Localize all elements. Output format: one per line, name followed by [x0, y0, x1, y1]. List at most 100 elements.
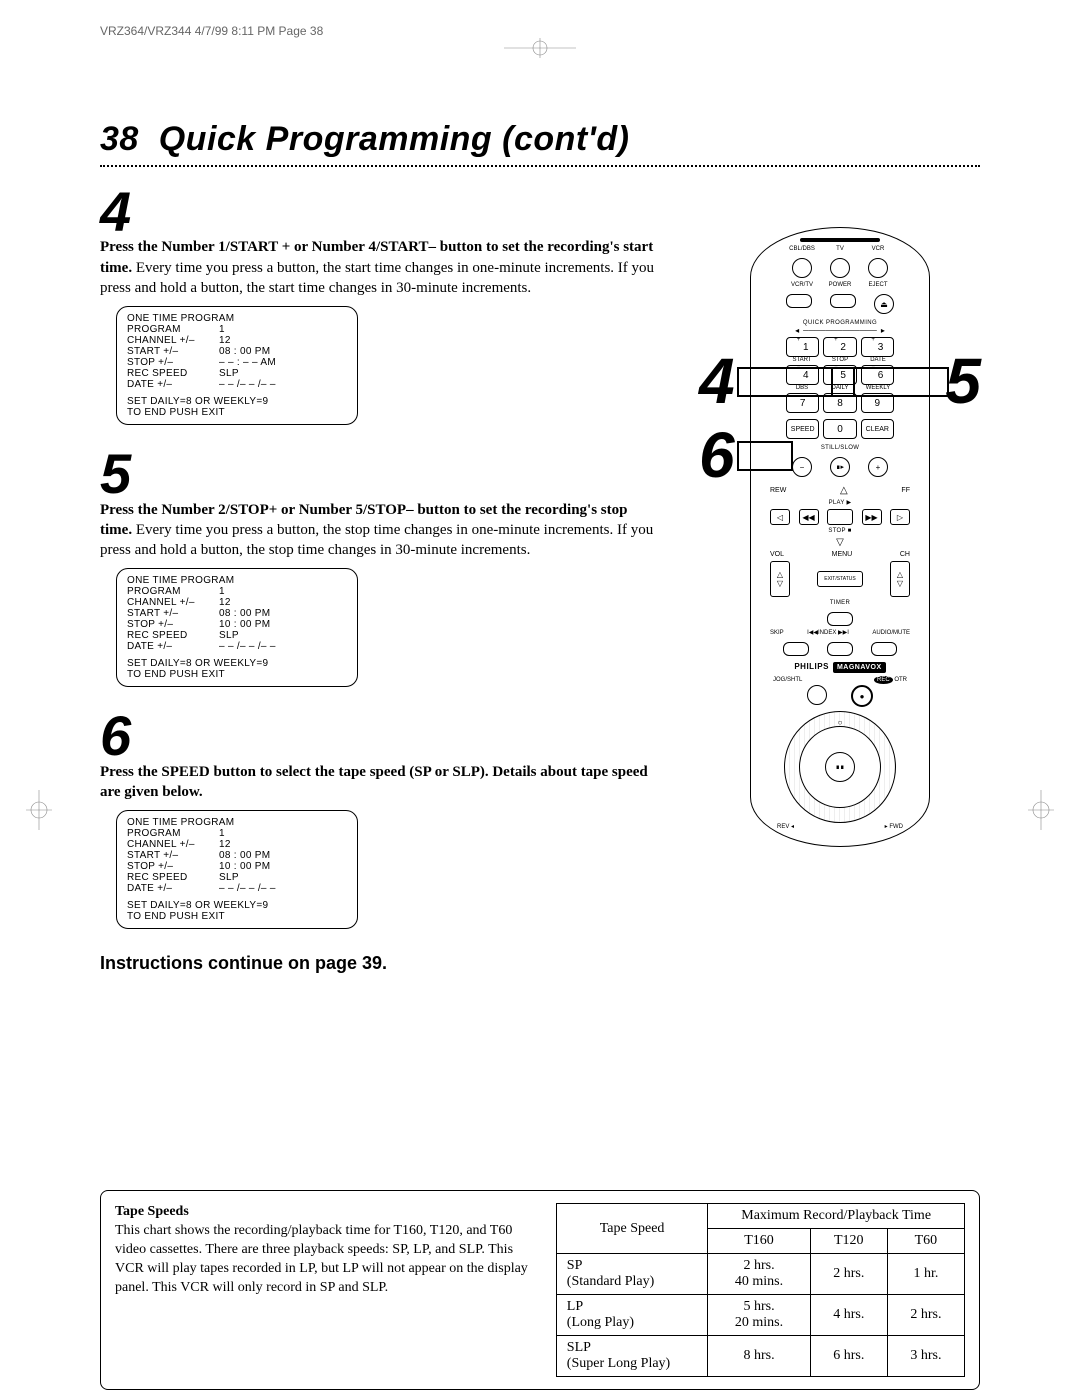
osd-date: – – /– – /– – — [219, 883, 347, 894]
rev-label: REV ◂ — [777, 823, 794, 830]
osd-6: ONE TIME PROGRAM PROGRAM1 CHANNEL +/–12 … — [116, 810, 358, 929]
remote-label-cbldbs: CBL/DBS — [787, 246, 817, 252]
osd-foot2: TO END PUSH EXIT — [127, 407, 347, 418]
table-cell: 3 hrs. — [887, 1336, 964, 1377]
index-button[interactable] — [827, 642, 853, 656]
rew-button[interactable]: ◁ — [770, 509, 790, 525]
jog-wheel[interactable]: ∎∎ ○ — [784, 711, 896, 823]
step-5-text: Press the Number 2/STOP+ or Number 5/STO… — [100, 500, 660, 561]
th-tapespeed: Tape Speed — [556, 1204, 708, 1254]
table-cell: 4 hrs. — [810, 1295, 887, 1336]
remote-top-labels: CBL/DBS TV VCR — [751, 246, 929, 252]
title-number: 38 — [100, 120, 139, 158]
key-1[interactable]: + 1 — [786, 337, 819, 357]
jog-button[interactable] — [807, 685, 827, 705]
osd-program: 1 — [219, 828, 347, 839]
remote-label-vcrtv: VCR/TV — [787, 282, 817, 288]
play-label: PLAY ▶ — [770, 499, 910, 506]
step-4-rest: Every time you press a button, the start… — [100, 260, 654, 296]
osd-foot1: SET DAILY=8 OR WEEKLY=9 — [127, 396, 347, 407]
up-icon — [840, 485, 848, 496]
otr-label: OTR — [894, 677, 907, 683]
th-t120: T120 — [810, 1229, 887, 1254]
ffwd-button[interactable]: ▶▶ — [862, 509, 882, 525]
rewind-button[interactable]: ◀◀ — [799, 509, 819, 525]
osd-date: – – /– – /– – — [219, 641, 347, 652]
table-row-speed: LP(Long Play) — [556, 1295, 708, 1336]
osd-start: 08 : 00 PM — [219, 850, 347, 861]
osd-5: ONE TIME PROGRAM PROGRAM1 CHANNEL +/–12 … — [116, 568, 358, 687]
callout-box-6 — [737, 441, 793, 471]
down-icon — [836, 537, 844, 548]
osd-4: ONE TIME PROGRAM PROGRAM1 CHANNEL +/–12 … — [116, 306, 358, 425]
key-speed[interactable]: SPEED — [786, 419, 819, 439]
osd-foot2: TO END PUSH EXIT — [127, 911, 347, 922]
osd-rec: SLP — [219, 630, 347, 641]
index-label: I◀◀INDEX ▶▶I — [807, 629, 849, 636]
osd-title: ONE TIME PROGRAM — [127, 313, 347, 324]
osd-channel: 12 — [219, 597, 347, 608]
key-clear[interactable]: CLEAR — [861, 419, 894, 439]
osd-date: – – /– – /– – — [219, 379, 347, 390]
timer-label: TIMER — [770, 600, 910, 606]
skip-button[interactable] — [783, 642, 809, 656]
remote-label-power: POWER — [825, 282, 855, 288]
osd-channel: 12 — [219, 839, 347, 850]
th-t160: T160 — [708, 1229, 810, 1254]
skip-label: SKIP — [770, 630, 784, 636]
callout-6: 6 — [699, 423, 735, 487]
play-button[interactable] — [827, 509, 853, 525]
power-button[interactable] — [830, 294, 856, 308]
ch-label: CH — [900, 551, 910, 558]
cbl-button[interactable] — [792, 258, 812, 278]
tv-button[interactable] — [830, 258, 850, 278]
audio-label: AUDIO/MUTE — [872, 630, 910, 636]
timer-button[interactable] — [827, 612, 853, 626]
osd-foot1: SET DAILY=8 OR WEEKLY=9 — [127, 658, 347, 669]
eject-button[interactable]: ⏏ — [874, 294, 894, 314]
remote-illustration: 4 5 6 CBL/DBS TV VCR — [705, 187, 975, 847]
still-pause-button[interactable]: ∎▸ — [830, 457, 850, 477]
table-row-speed: SLP(Super Long Play) — [556, 1336, 708, 1377]
vcr-button[interactable] — [868, 258, 888, 278]
table-cell: 8 hrs. — [708, 1336, 810, 1377]
rec-button[interactable]: ● — [851, 685, 873, 707]
print-header: VRZ364/VRZ344 4/7/99 8:11 PM Page 38 — [100, 24, 323, 38]
audio-button[interactable] — [871, 642, 897, 656]
vcrtv-button[interactable] — [786, 294, 812, 308]
step-6-bold: Press the SPEED button to select the tap… — [100, 764, 648, 800]
step-number-6: 6 — [100, 711, 660, 761]
osd-rec: SLP — [219, 872, 347, 883]
ch-rocker[interactable]: △▽ — [890, 561, 910, 597]
key-2[interactable]: + 2 — [823, 337, 856, 357]
key-3[interactable]: + 3 — [861, 337, 894, 357]
ff-button[interactable]: ▷ — [890, 509, 910, 525]
still-back-button[interactable]: − — [792, 457, 812, 477]
vol-label: VOL — [770, 551, 784, 558]
osd-foot2: TO END PUSH EXIT — [127, 669, 347, 680]
osd-foot1: SET DAILY=8 OR WEEKLY=9 — [127, 900, 347, 911]
table-cell: 2 hrs.40 mins. — [708, 1254, 810, 1295]
step-4-text: Press the Number 1/START + or Number 4/S… — [100, 237, 660, 298]
osd-start: 08 : 00 PM — [219, 608, 347, 619]
table-cell: 1 hr. — [887, 1254, 964, 1295]
continue-text: Instructions continue on page 39. — [100, 953, 660, 974]
key-0[interactable]: 0 — [823, 419, 856, 439]
step-number-5: 5 — [100, 449, 660, 499]
remote-label-vcr: VCR — [863, 246, 893, 252]
tapebox-heading: Tape Speeds — [115, 1204, 189, 1219]
fwd-label: ▸ FWD — [885, 823, 903, 830]
tapebox-desc: This chart shows the recording/playback … — [115, 1223, 528, 1295]
th-maxtime: Maximum Record/Playback Time — [708, 1204, 965, 1229]
still-fwd-button[interactable]: + — [868, 457, 888, 477]
vol-rocker[interactable]: △▽ — [770, 561, 790, 597]
stop-label: STOP ■ — [770, 528, 910, 534]
osd-stop: – – : – – AM — [219, 357, 347, 368]
table-cell: 6 hrs. — [810, 1336, 887, 1377]
exit-button[interactable]: EXIT/STATUS — [817, 571, 863, 587]
page-title: 38 Quick Programming (cont'd) — [100, 120, 980, 159]
remote-label-eject: EJECT — [863, 282, 893, 288]
remote-label-tv: TV — [825, 246, 855, 252]
title-text: Quick Programming (cont'd) — [159, 120, 630, 158]
brand: PHILIPSMAGNAVOX — [751, 662, 929, 671]
